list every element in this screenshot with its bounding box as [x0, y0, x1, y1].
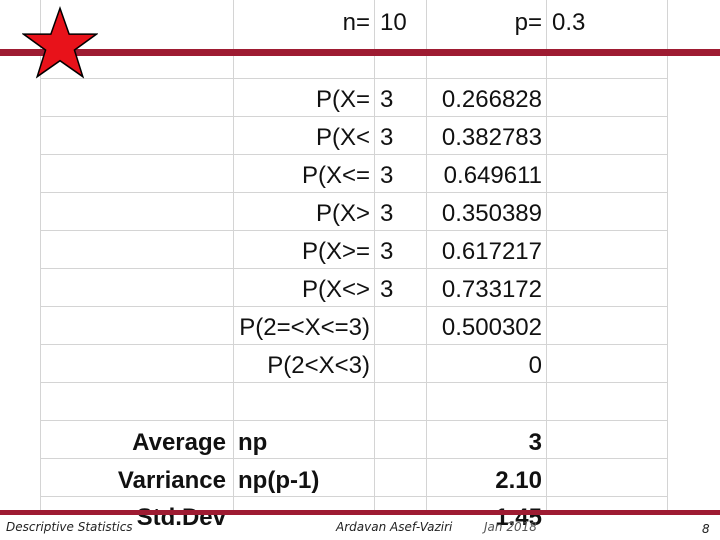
stat-label: Average: [132, 429, 226, 456]
grid-row-line: [40, 344, 668, 345]
red-star-icon: [22, 6, 98, 79]
grid-row-line: [40, 154, 668, 155]
prob-value: 0.617217: [441, 238, 542, 265]
grid-col-line: [546, 0, 547, 510]
grid-row-line: [40, 116, 668, 117]
stat-value: 3: [528, 429, 542, 456]
prob-label: P(X<=: [301, 162, 370, 189]
grid-col-line: [374, 0, 375, 510]
prob-k: 3: [380, 124, 394, 151]
grid-col-line: [233, 0, 234, 510]
grid-row-line: [40, 192, 668, 193]
prob-label: P(2=<X<=3): [239, 314, 370, 341]
prob-label: P(X<>: [301, 276, 370, 303]
stat-value: 2.10: [495, 467, 542, 494]
spreadsheet-grid: n= 10 p= 0.3 P(X= 3 0.266828 P(X< 3 0.38…: [40, 0, 668, 531]
prob-k: 3: [380, 200, 394, 227]
grid-col-line: [426, 0, 427, 510]
stat-label: Std.Dev: [136, 504, 226, 531]
prob-k: 3: [380, 276, 394, 303]
footer-author: Ardavan Asef-Vaziri: [336, 520, 453, 534]
prob-label: P(2<X<3): [267, 352, 370, 379]
prob-label: P(X<: [315, 124, 370, 151]
prob-value: 0.733172: [441, 276, 542, 303]
prob-value: 0.266828: [441, 86, 542, 113]
stat-label: Varriance: [117, 467, 226, 494]
prob-value: 0.382783: [441, 124, 542, 151]
prob-value: 0: [528, 352, 542, 379]
bottom-accent-band: [0, 510, 720, 515]
top-accent-band: [0, 49, 720, 56]
prob-value: 0.350389: [441, 200, 542, 227]
p-value: 0.3: [552, 9, 586, 36]
stat-value: 1.45: [495, 504, 542, 531]
grid-row-line: [40, 496, 668, 497]
grid-col-line: [667, 0, 668, 510]
n-value: 10: [380, 9, 407, 36]
prob-label: P(X>=: [301, 238, 370, 265]
grid-row-line: [40, 458, 668, 459]
grid-row-line: [40, 382, 668, 383]
grid-row-line: [40, 78, 668, 79]
grid-col-line: [40, 0, 41, 510]
page-number: 8: [702, 522, 710, 536]
prob-label: P(X=: [315, 86, 370, 113]
prob-value: 0.500302: [441, 314, 542, 341]
footer-course-title: Descriptive Statistics: [6, 520, 133, 534]
stat-formula: np: [238, 429, 268, 456]
prob-label: P(X>: [315, 200, 370, 227]
n-label: n=: [342, 9, 370, 36]
p-label: p=: [514, 9, 542, 36]
stat-formula: np(p-1): [238, 467, 320, 494]
grid-row-line: [40, 306, 668, 307]
grid-row-line: [40, 420, 668, 421]
prob-value: 0.649611: [443, 162, 542, 189]
grid-row-line: [40, 230, 668, 231]
prob-k: 3: [380, 86, 394, 113]
prob-k: 3: [380, 162, 394, 189]
prob-k: 3: [380, 238, 394, 265]
grid-row-line: [40, 268, 668, 269]
footer-date: Jan 2018: [484, 520, 537, 534]
